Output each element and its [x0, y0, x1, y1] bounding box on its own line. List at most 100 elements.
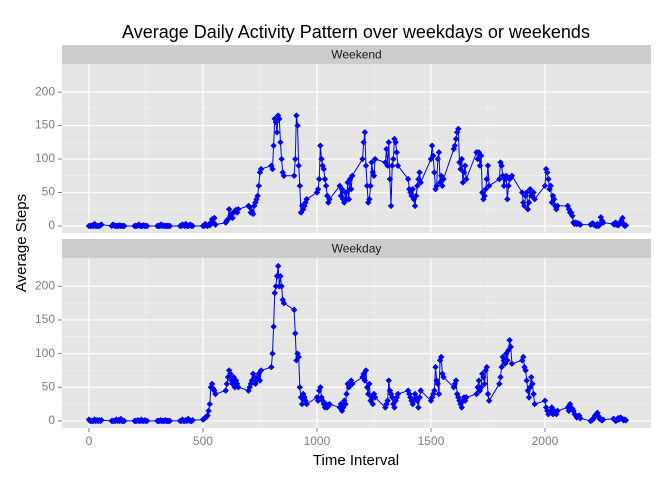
- data-point: [272, 283, 280, 290]
- data-point: [484, 390, 492, 398]
- data-point: [293, 112, 300, 119]
- chart-title: Average Daily Activity Pattern over week…: [122, 22, 590, 42]
- data-point: [548, 404, 556, 411]
- data-point: [342, 400, 349, 408]
- data-point: [518, 357, 526, 364]
- data-point: [363, 182, 371, 190]
- data-point: [522, 192, 529, 200]
- data-point: [599, 219, 607, 226]
- panel-background: [62, 64, 651, 233]
- data-point: [531, 196, 538, 203]
- panel-background: [62, 258, 651, 428]
- data-point: [544, 407, 551, 415]
- data-point: [503, 172, 510, 179]
- data-point: [458, 155, 465, 163]
- data-point: [229, 214, 236, 222]
- data-point: [542, 165, 550, 173]
- data-point: [367, 182, 374, 190]
- data-point: [497, 373, 504, 381]
- data-point: [385, 139, 392, 146]
- data-point: [520, 353, 527, 361]
- data-point: [525, 394, 533, 401]
- data-point: [143, 417, 151, 425]
- data-point: [452, 377, 460, 384]
- data-point: [522, 367, 529, 374]
- data-point: [208, 380, 216, 388]
- data-point: [383, 145, 390, 153]
- data-point: [450, 145, 457, 153]
- data-point: [619, 214, 626, 222]
- data-point: [475, 377, 483, 384]
- data-point: [430, 152, 437, 159]
- data-point: [257, 367, 265, 374]
- y-tick-label: 200: [35, 278, 55, 292]
- data-point: [531, 400, 538, 408]
- data-point: [550, 196, 558, 203]
- data-point: [274, 262, 282, 270]
- data-point: [577, 221, 584, 228]
- data-point: [409, 185, 416, 193]
- data-point: [596, 221, 603, 228]
- data-point: [321, 175, 329, 183]
- x-axis-label: Time Interval: [313, 452, 399, 469]
- data-point: [121, 417, 128, 425]
- data-point: [121, 222, 128, 230]
- data-point: [481, 380, 488, 388]
- data-point: [501, 175, 509, 183]
- data-point: [204, 412, 211, 419]
- data-point: [483, 175, 491, 183]
- data-point: [554, 202, 561, 210]
- data-point: [485, 182, 493, 190]
- data-point: [371, 394, 379, 401]
- data-point: [273, 129, 281, 136]
- data-point: [438, 353, 445, 361]
- data-point: [477, 384, 485, 391]
- data-point: [525, 199, 533, 206]
- data-point: [476, 162, 484, 169]
- data-point: [404, 175, 412, 183]
- data-point: [570, 407, 577, 415]
- data-point: [277, 139, 284, 146]
- data-point: [416, 394, 423, 401]
- data-point: [235, 384, 242, 391]
- data-point: [415, 404, 422, 411]
- data-point: [461, 162, 469, 169]
- data-point: [385, 377, 392, 384]
- data-point: [268, 363, 275, 371]
- data-point: [435, 149, 443, 156]
- data-point: [411, 202, 419, 210]
- data-point: [520, 199, 527, 206]
- data-point: [273, 272, 281, 280]
- data-point: [505, 182, 512, 190]
- data-point: [206, 400, 213, 408]
- x-tick-label: 500: [193, 434, 213, 448]
- data-point: [530, 390, 537, 398]
- data-point: [349, 172, 356, 179]
- x-tick-label: 2000: [532, 434, 559, 448]
- data-point: [440, 373, 447, 381]
- data-point: [480, 373, 487, 381]
- data-point: [277, 272, 284, 280]
- y-axis-label: Average Steps: [13, 194, 30, 292]
- data-point: [482, 185, 489, 193]
- data-point: [477, 152, 485, 159]
- data-point: [246, 384, 253, 391]
- data-point: [547, 407, 554, 415]
- data-point: [575, 412, 583, 419]
- data-point: [362, 162, 370, 169]
- data-point: [528, 373, 535, 381]
- data-point: [269, 165, 276, 173]
- data-point: [270, 323, 277, 330]
- data-point: [435, 390, 443, 398]
- data-point: [564, 202, 571, 210]
- data-point: [276, 115, 283, 123]
- data-point: [407, 189, 414, 196]
- data-point: [269, 350, 276, 357]
- data-point: [271, 289, 278, 297]
- data-point: [506, 336, 513, 344]
- data-point: [485, 397, 493, 404]
- data-point: [212, 221, 219, 228]
- data-point: [542, 404, 550, 411]
- facet-strip: [62, 45, 651, 64]
